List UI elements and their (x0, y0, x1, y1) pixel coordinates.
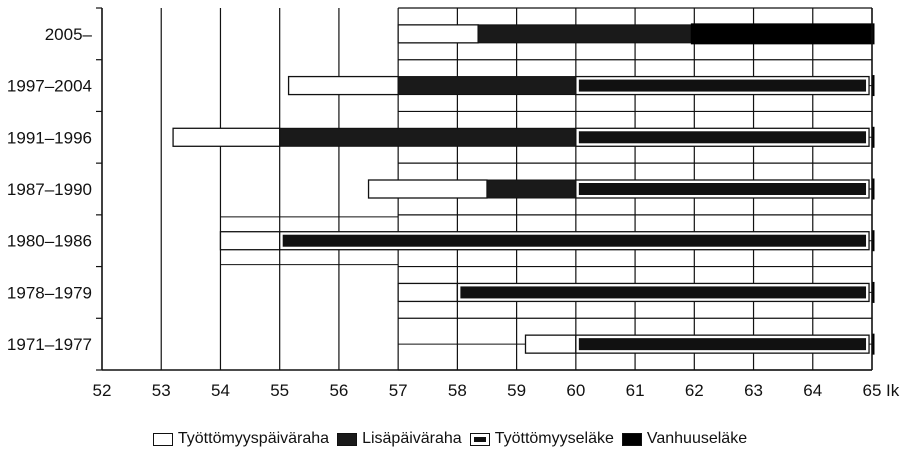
x-tick-label: 59 (507, 381, 526, 400)
legend-label: Vanhuuseläke (646, 430, 748, 447)
bar-tyottomyyselake (578, 131, 867, 144)
bar-tyottomyyspaivaraha (397, 24, 479, 44)
x-tick-label: 56 (329, 381, 348, 400)
x-axis-unit-label: Ikä (886, 381, 900, 400)
legend-swatch-framed-bar-icon (469, 432, 490, 446)
bar-tyottomyyspaivaraha (367, 179, 488, 199)
legend-item-tyottomyyselake: Työttömyyseläke (469, 428, 614, 450)
category-label: 1971–1977 (7, 335, 92, 354)
bar-tyottomyyselake (578, 183, 867, 195)
x-tick-label: 53 (152, 381, 171, 400)
x-tick-label: 57 (389, 381, 408, 400)
bar-tyottomyyselake (460, 286, 867, 299)
category-label: 1987–1990 (7, 180, 92, 199)
category-label: 1980–1986 (7, 232, 92, 251)
legend-item-vanhuuselake: Vanhuuseläke (621, 428, 748, 450)
x-tick-label: 54 (211, 381, 230, 400)
bar-lisapaivaraha (486, 179, 577, 199)
category-label: 2005– (45, 25, 93, 44)
x-tick-label: 52 (93, 381, 112, 400)
x-tick-label: 63 (744, 381, 763, 400)
category-label: 1978–1979 (7, 283, 92, 302)
legend-swatch-solid-box-icon (621, 432, 642, 446)
legend-swatch-dark-box-icon (337, 432, 358, 446)
x-tick-label: 60 (566, 381, 585, 400)
x-tick-label: 65 (863, 381, 882, 400)
x-tick-label: 62 (685, 381, 704, 400)
bar-tyottomyyspaivaraha (172, 127, 281, 147)
x-tick-label: 64 (803, 381, 822, 400)
x-tick-label: 58 (448, 381, 467, 400)
axes (96, 7, 873, 371)
legend-swatch-open-box-icon (152, 432, 173, 446)
legend-item-tyottomyyspaivaraha: Työttömyyspäiväraha (152, 428, 330, 450)
bar-tyottomyyspaivaraha (524, 334, 577, 354)
legend-label: Työttömyyseläke (494, 430, 614, 447)
category-label: 1997–2004 (7, 77, 92, 96)
labels: 52 53 54 55 56 57 58 59 60 61 62 63 64 65 Ikä 2005– 1997… (7, 25, 900, 400)
bar-lisapaivaraha (397, 76, 577, 96)
bar-tyottomyyselake (578, 79, 867, 92)
x-tick-label: 55 (270, 381, 289, 400)
category-label: 1991–1996 (7, 128, 92, 147)
bar-lisapaivaraha (279, 127, 577, 147)
bar-lisapaivaraha (477, 24, 692, 44)
bar-tyottomyyspaivaraha (287, 75, 399, 96)
bars (172, 23, 875, 355)
legend-item-lisapaivaraha: Lisäpäiväraha (337, 428, 462, 450)
bar-vanhuuselake (690, 23, 875, 45)
bar-tyottomyyspaivaraha (219, 231, 281, 251)
legend: Työttömyyspäiväraha Lisäpäiväraha Työttö… (0, 428, 900, 450)
legend-label: Lisäpäiväraha (362, 430, 462, 447)
chart-svg: 52 53 54 55 56 57 58 59 60 61 62 63 64 65 Ikä 2005– 1997… (7, 7, 900, 400)
legend-label: Työttömyyspäiväraha (177, 430, 330, 447)
x-tick-label: 61 (626, 381, 645, 400)
bar-tyottomyyselake (282, 234, 867, 247)
bar-tyottomyyspaivaraha (397, 282, 459, 303)
bar-tyottomyyselake (578, 338, 867, 351)
